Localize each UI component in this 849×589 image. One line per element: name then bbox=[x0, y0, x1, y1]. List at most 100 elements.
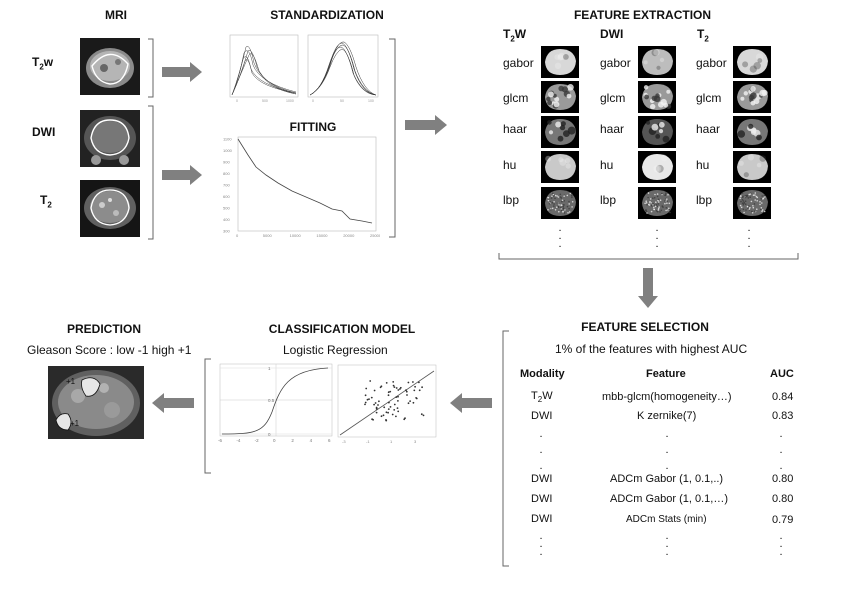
prediction-title: PREDICTION bbox=[66, 322, 141, 336]
scatter-point bbox=[385, 419, 387, 421]
scatter-point bbox=[389, 406, 392, 408]
sigmoid-y-tick: 1 bbox=[268, 366, 271, 371]
feature-selection-subtitle: 1% of the features with highest AUC bbox=[555, 342, 748, 356]
sigmoid-y-tick: 0.5 bbox=[268, 398, 275, 403]
fe-label: gabor bbox=[600, 56, 631, 70]
classification-title: CLASSIFICATION MODEL bbox=[268, 322, 416, 336]
svg-text:-3: -3 bbox=[342, 439, 346, 444]
mri-bracket-bottom bbox=[148, 105, 154, 240]
fitting-x-tick: 20000 bbox=[343, 233, 355, 238]
scatter-point bbox=[395, 387, 398, 389]
fe-ellipsis: ... bbox=[655, 222, 659, 250]
fs-ellipsis: ... bbox=[539, 428, 543, 472]
mri-label-dwi: DWI bbox=[32, 125, 56, 139]
scatter-point bbox=[407, 402, 410, 405]
scatter-point bbox=[387, 394, 390, 397]
fe-label: lbp bbox=[696, 193, 713, 207]
feature-map-thumbnail bbox=[541, 151, 579, 183]
feature-map-thumbnail bbox=[638, 46, 676, 78]
scatter-point bbox=[378, 400, 380, 403]
fs-row-modality: DWI bbox=[531, 410, 553, 422]
scatter-chart: -3 -1 1 3 bbox=[337, 364, 437, 444]
feature-map-thumbnail bbox=[541, 116, 579, 148]
scatter-point bbox=[391, 413, 394, 416]
scatter-point bbox=[380, 415, 383, 418]
standardization-title: STANDARDIZATION bbox=[270, 8, 384, 22]
fs-row-auc: 0.79 bbox=[772, 514, 794, 526]
standardization-histogram-normalized: 0 50 100 bbox=[307, 34, 379, 103]
feature-extraction-title: FEATURE EXTRACTION bbox=[573, 8, 712, 22]
sigmoid-x-tick: -2 bbox=[255, 438, 259, 443]
fe-label: glcm bbox=[503, 91, 529, 105]
scatter-point bbox=[375, 408, 378, 410]
feature-map-thumbnail bbox=[638, 81, 676, 113]
scatter-point bbox=[404, 417, 406, 420]
fitting-y-tick: 800 bbox=[223, 171, 230, 176]
scatter-point bbox=[392, 384, 395, 387]
standardization-histogram-raw: 0 500 1000 bbox=[229, 34, 299, 103]
arrow-down-icon bbox=[638, 268, 658, 308]
fe-label: hu bbox=[696, 158, 710, 172]
scatter-point bbox=[412, 381, 414, 383]
sigmoid-x-tick: 6 bbox=[328, 438, 331, 443]
fs-row-auc: 0.80 bbox=[772, 473, 794, 485]
mri-image-t2 bbox=[80, 180, 140, 237]
fe-label: glcm bbox=[600, 91, 626, 105]
feature-map-thumbnail bbox=[733, 46, 771, 78]
svg-text:50: 50 bbox=[340, 99, 344, 103]
feature-map-thumbnail bbox=[541, 187, 579, 219]
scatter-point bbox=[393, 409, 396, 411]
fs-row-modality: DWI bbox=[531, 513, 553, 525]
scatter-point bbox=[380, 385, 383, 388]
fe-ellipsis: ... bbox=[558, 222, 562, 250]
arrow-right-icon bbox=[162, 62, 202, 82]
fe-label: lbp bbox=[503, 193, 520, 207]
fe-label: haar bbox=[600, 122, 625, 136]
fitting-x-tick: 15000 bbox=[316, 233, 328, 238]
scatter-point bbox=[397, 410, 400, 413]
sigmoid-y-tick: 0 bbox=[268, 432, 271, 437]
scatter-point bbox=[387, 391, 390, 394]
fs-row-feature: mbb-glcm(homogeneity…) bbox=[602, 391, 732, 403]
scatter-point bbox=[395, 415, 397, 418]
scatter-point bbox=[373, 403, 375, 406]
scatter-point bbox=[375, 411, 378, 414]
scatter-point bbox=[396, 407, 399, 409]
scatter-point bbox=[369, 380, 372, 382]
scatter-point bbox=[397, 395, 399, 398]
fitting-y-tick: 1000 bbox=[223, 148, 233, 153]
fe-label: haar bbox=[696, 122, 721, 136]
scatter-point bbox=[364, 394, 367, 397]
fitting-x-tick: 0 bbox=[236, 233, 239, 238]
fs-row-auc: 0.83 bbox=[772, 410, 794, 422]
scatter-point bbox=[383, 406, 386, 409]
sigmoid-x-tick: -4 bbox=[236, 438, 240, 443]
scatter-point bbox=[395, 396, 398, 398]
scatter-point bbox=[373, 389, 376, 392]
scatter-point bbox=[409, 400, 411, 402]
fe-col-header-t2: T2 bbox=[697, 27, 709, 44]
scatter-point bbox=[418, 389, 421, 392]
arrow-left-icon bbox=[450, 393, 492, 413]
fs-row-feature: K zernike(7) bbox=[637, 410, 697, 422]
fs-ellipsis: ... bbox=[665, 428, 669, 472]
feature-map-thumbnail bbox=[541, 81, 579, 113]
fe-label: gabor bbox=[503, 56, 534, 70]
scatter-point bbox=[387, 408, 390, 410]
fitting-chart: 1100 1000 900 800 700 600 500 400 300 0 5000 10000… bbox=[223, 137, 380, 239]
standardization-bracket bbox=[389, 38, 396, 238]
scatter-point bbox=[422, 414, 425, 417]
mri-label-t2w: T2w bbox=[32, 55, 54, 72]
fe-label: hu bbox=[600, 158, 614, 172]
scatter-point bbox=[385, 382, 388, 384]
sigmoid-x-tick: 0 bbox=[273, 438, 276, 443]
scatter-point bbox=[366, 398, 369, 401]
fitting-x-tick: 25000 bbox=[370, 233, 380, 238]
prediction-map bbox=[48, 366, 144, 439]
scatter-point bbox=[397, 400, 399, 402]
classification-bracket bbox=[204, 358, 211, 474]
fitting-x-tick: 10000 bbox=[290, 233, 302, 238]
feature-selection-bracket bbox=[502, 330, 509, 567]
fitting-y-tick: 700 bbox=[223, 183, 230, 188]
arrow-right-icon bbox=[405, 115, 447, 135]
